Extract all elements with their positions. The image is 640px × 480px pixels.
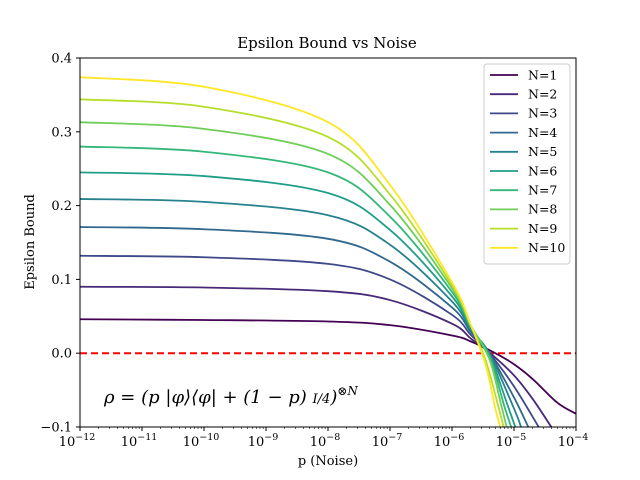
x-tick-label: 10−5 bbox=[496, 432, 527, 450]
series-line-n-10 bbox=[80, 76, 502, 427]
y-tick-label: 0.1 bbox=[51, 273, 72, 288]
x-tick-label: 10−10 bbox=[183, 432, 220, 450]
legend-label: N=2 bbox=[528, 87, 557, 102]
x-tick-label: 10−7 bbox=[372, 432, 403, 450]
legend-label: N=9 bbox=[528, 221, 557, 236]
series-line-n-6 bbox=[80, 171, 517, 427]
legend-label: N=6 bbox=[528, 163, 557, 178]
x-tick-label: 10−6 bbox=[434, 432, 465, 450]
x-axis: 10−12 10−11 10−10 10−9 10−8 10−7 10−6 10−5 10−4 bbox=[59, 427, 589, 450]
y-tick-label: 0.3 bbox=[51, 125, 72, 140]
plot-area bbox=[80, 76, 576, 427]
legend-label: N=4 bbox=[528, 125, 557, 140]
density-matrix-annotation: ρ = (p |φ⟩⟨φ| + (1 − p) I/4)⊗N bbox=[103, 384, 358, 408]
legend-label: N=10 bbox=[528, 240, 565, 255]
x-tick-label: 10−8 bbox=[310, 432, 341, 450]
legend-label: N=7 bbox=[528, 183, 557, 198]
series-line-n-3 bbox=[80, 254, 540, 427]
series-line-n-5 bbox=[80, 198, 522, 427]
y-axis: −0.1 0.0 0.1 0.2 0.3 0.4 bbox=[40, 52, 80, 436]
legend-label: N=5 bbox=[528, 144, 557, 159]
series-line-n-2 bbox=[80, 285, 553, 427]
legend: N=1 N=2 N=3 N=4 N=5 N=6 N=7 N=8 N=9 N=10 bbox=[483, 63, 571, 265]
legend-label: N=3 bbox=[528, 106, 557, 121]
chart-title: Epsilon Bound vs Noise bbox=[237, 34, 417, 52]
series-line-n-7 bbox=[80, 145, 513, 427]
x-tick-label: 10−11 bbox=[121, 432, 158, 450]
y-tick-label: −0.1 bbox=[40, 421, 72, 436]
x-tick-label: 10−4 bbox=[558, 432, 589, 450]
x-tick-label: 10−9 bbox=[248, 432, 279, 450]
y-axis-label: Epsilon Bound bbox=[23, 194, 38, 290]
y-tick-label: 0.4 bbox=[51, 52, 72, 67]
y-tick-label: 0.0 bbox=[51, 347, 72, 362]
legend-label: N=8 bbox=[528, 202, 557, 217]
x-axis-label: p (Noise) bbox=[298, 454, 358, 469]
series-line-n-4 bbox=[80, 226, 530, 427]
series-line-n-8 bbox=[80, 121, 508, 427]
series-line-n-9 bbox=[80, 98, 505, 427]
y-tick-label: 0.2 bbox=[51, 199, 72, 214]
legend-label: N=1 bbox=[528, 67, 557, 82]
series-line-n-1 bbox=[80, 318, 576, 415]
x-tick-label: 10−12 bbox=[59, 432, 96, 450]
